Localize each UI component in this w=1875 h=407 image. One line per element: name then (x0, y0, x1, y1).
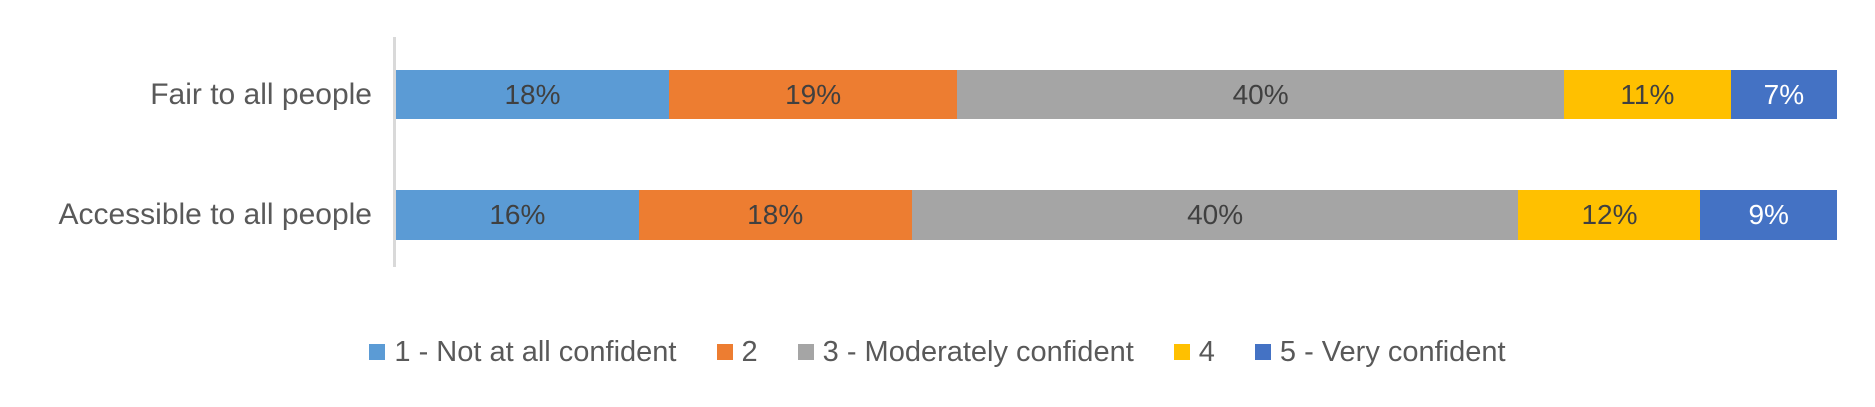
bar-segment: 12% (1518, 190, 1701, 240)
bar-segment-label: 12% (1581, 199, 1638, 230)
legend-item: 5 - Very confident (1254, 335, 1506, 369)
chart-row: Fair to all people 18% 19% 40% 11% 7% (0, 70, 1837, 119)
bar-segment-label: 18% (747, 199, 804, 230)
bar-segment: 7% (1730, 70, 1837, 119)
bar-segment-label: 9% (1748, 199, 1789, 230)
bar-segment-label: 7% (1763, 78, 1805, 110)
bar-segment: 18% (638, 190, 912, 240)
bar-segment-label: 40% (1187, 199, 1244, 230)
legend-label: 5 - Very confident (1279, 335, 1506, 368)
bar-segment: 16% (396, 190, 639, 240)
bar-segment: 19% (669, 70, 958, 119)
legend-item: 3 - Moderately confident (797, 335, 1134, 369)
stacked-bar: 18% 19% 40% 11% 7% (396, 70, 1837, 119)
legend-item: 2 (716, 335, 758, 369)
legend-item: 4 (1173, 335, 1215, 369)
legend-swatch (1254, 344, 1271, 360)
legend-swatch (716, 344, 733, 360)
legend-swatch (1173, 344, 1190, 360)
bar-segment-label: 40% (1232, 78, 1289, 110)
category-label: Accessible to all people (58, 198, 372, 231)
legend-item: 1 - Not at all confident (369, 335, 677, 369)
bar-segment-label: 18% (504, 78, 561, 110)
bar-segment-label: 16% (489, 199, 546, 230)
bar-segment: 40% (911, 190, 1519, 240)
bar-segment-label: 19% (785, 78, 842, 110)
legend: 1 - Not at all confident 2 3 - Moderately … (0, 330, 1875, 374)
bar-segment: 40% (957, 70, 1564, 119)
bar-segment: 18% (396, 70, 670, 119)
stacked-bar: 16% 18% 40% 12% 9% (396, 190, 1837, 240)
legend-label: 4 (1198, 335, 1215, 368)
chart-row: Accessible to all people 16% 18% 40% 12% 9% (0, 190, 1837, 240)
legend-swatch (369, 344, 386, 360)
legend-label: 1 - Not at all confident (394, 335, 677, 368)
legend-swatch (797, 344, 814, 360)
bar-segment: 9% (1700, 190, 1837, 240)
bar-segment: 11% (1563, 70, 1731, 119)
legend-label: 2 (741, 335, 758, 368)
legend-label: 3 - Moderately confident (822, 335, 1134, 368)
category-axis-line (393, 37, 396, 267)
bar-segment-label: 11% (1620, 78, 1675, 110)
category-label: Fair to all people (150, 77, 372, 111)
